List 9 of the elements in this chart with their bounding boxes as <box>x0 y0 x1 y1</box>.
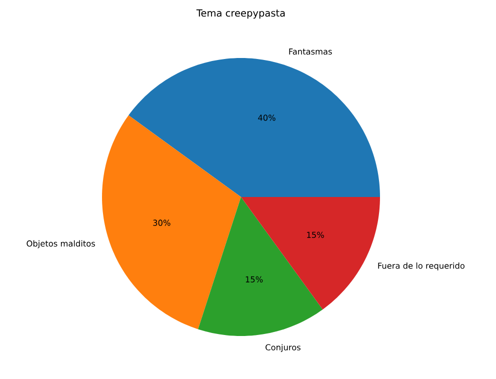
chart-title: Tema creepypasta <box>196 9 285 19</box>
slice-label: Fantasmas <box>289 48 332 55</box>
data-label: 15% <box>307 232 324 238</box>
data-label: 40% <box>258 114 276 121</box>
data-label: 15% <box>246 276 263 282</box>
slice-label: Objetos malditos <box>26 240 95 248</box>
slice-label: Fuera de lo requerido <box>378 262 464 270</box>
slice-label: Conjuros <box>266 344 300 352</box>
data-label: 30% <box>153 220 170 226</box>
